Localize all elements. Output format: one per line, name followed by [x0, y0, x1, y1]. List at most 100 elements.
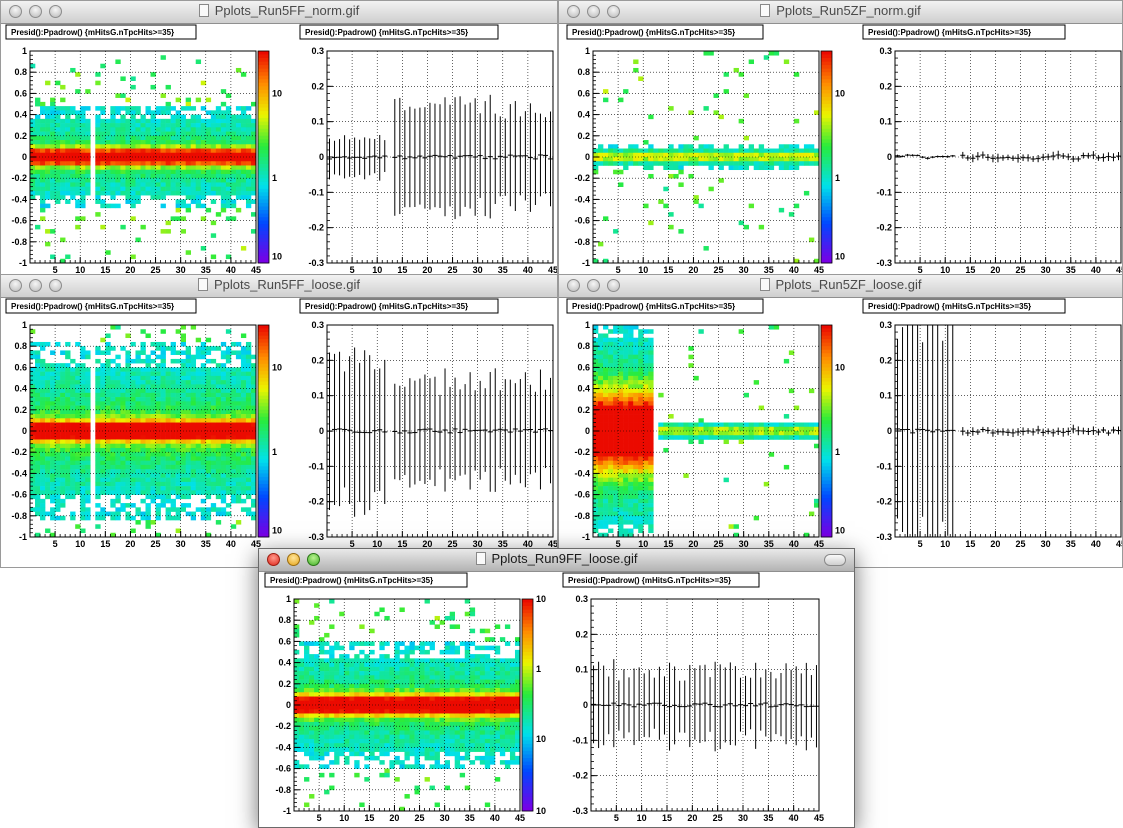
heatmap-cell	[668, 174, 673, 179]
heatmap-cell	[75, 410, 80, 415]
heatmap-cell	[75, 397, 80, 402]
heatmap-cell	[75, 89, 80, 94]
heatmap-cell	[201, 499, 206, 504]
title-bar[interactable]: Pplots_Run5ZF_norm.gif	[559, 1, 1122, 24]
title-bar[interactable]: Pplots_Run5FF_norm.gif	[1, 1, 557, 24]
heatmap-cell	[135, 520, 140, 525]
palette-swatch	[821, 189, 832, 193]
heatmap-cell	[633, 423, 638, 428]
heatmap-cell	[603, 465, 608, 470]
heatmap-cell	[110, 435, 115, 440]
heatmap-cell	[45, 410, 50, 415]
heatmap-cell	[95, 482, 100, 487]
heatmap-cell	[221, 393, 226, 398]
heatmap-cell	[668, 423, 673, 428]
heatmap-cell	[241, 149, 246, 154]
heatmap-cell	[638, 149, 643, 154]
heatmap-cell	[246, 376, 251, 381]
palette-swatch	[258, 210, 269, 214]
heatmap-cell	[146, 401, 151, 406]
palette-swatch	[258, 382, 269, 386]
heatmap-cell	[226, 452, 231, 457]
title-bar[interactable]: Pplots_Run5ZF_loose.gif	[559, 275, 1122, 298]
heatmap-cell	[598, 520, 603, 525]
heatmap-cell	[65, 444, 70, 449]
heatmap-cell	[125, 444, 130, 449]
heatmap-cell	[105, 132, 110, 137]
heatmap-cell	[181, 342, 186, 347]
heatmap-cell	[196, 473, 201, 478]
heatmap-cell	[130, 414, 135, 419]
title-bar[interactable]: Pplots_Run5FF_loose.gif	[1, 275, 557, 298]
heatmap-cell	[85, 161, 90, 166]
heatmap-cell	[40, 123, 45, 128]
heatmap-cell	[120, 161, 125, 166]
heatmap-cell	[125, 153, 130, 158]
palette-swatch	[821, 161, 832, 165]
heatmap-cell	[221, 469, 226, 474]
heatmap-cell	[140, 473, 145, 478]
heatmap-cell	[603, 161, 608, 166]
heatmap-cell	[608, 499, 613, 504]
heatmap-cell	[125, 495, 130, 500]
heatmap-cell	[221, 473, 226, 478]
heatmap-cell	[110, 444, 115, 449]
heatmap-cell	[75, 406, 80, 411]
heatmap-cell	[618, 520, 623, 525]
heatmap-cell	[65, 401, 70, 406]
heatmap-cell	[703, 144, 708, 149]
heatmap-cell	[100, 187, 105, 192]
heatmap-cell	[623, 384, 628, 389]
heatmap-cell	[221, 110, 226, 115]
heatmap-cell	[226, 418, 231, 423]
window-title: Pplots_Run5ZF_loose.gif	[776, 277, 922, 292]
heatmap-cell	[613, 149, 618, 154]
heatmap-cell	[95, 401, 100, 406]
palette-swatch	[258, 224, 269, 228]
heatmap-cell	[794, 204, 799, 209]
heatmap-cell	[196, 439, 201, 444]
heatmap-cell	[211, 165, 216, 170]
heatmap-cell	[186, 98, 191, 103]
heatmap-cell	[140, 182, 145, 187]
heatmap-cell	[623, 338, 628, 343]
heatmap-cell	[246, 486, 251, 491]
heatmap-cell	[176, 465, 181, 470]
heatmap-cell	[236, 431, 241, 436]
heatmap-cell	[156, 106, 161, 111]
heatmap-cell	[201, 423, 206, 428]
heatmap-cell	[75, 380, 80, 385]
heatmap-cell	[216, 157, 221, 162]
heatmap-cell	[809, 238, 814, 243]
heatmap-cell	[598, 524, 603, 529]
heatmap-cell	[628, 410, 633, 415]
heatmap-cell	[633, 393, 638, 398]
heatmap-cell	[784, 153, 789, 158]
plot-canvas: Presid():Ppadrow() {mHitsG.nTpcHits>=35}…	[1, 23, 558, 276]
heatmap-cell	[166, 512, 171, 517]
heatmap-cell	[216, 444, 221, 449]
heatmap-cell	[236, 127, 241, 132]
heatmap-cell	[663, 427, 668, 432]
heatmap-cell	[40, 439, 45, 444]
heatmap-cell	[698, 149, 703, 154]
heatmap-cell	[246, 431, 251, 436]
heatmap-cell	[206, 132, 211, 137]
heatmap-cell	[206, 110, 211, 115]
heatmap-cell	[125, 359, 130, 364]
heatmap-cell	[648, 478, 653, 483]
heatmap-cell	[125, 98, 130, 103]
heatmap-cell	[598, 499, 603, 504]
heatmap-cell	[50, 478, 55, 483]
heatmap-cell	[146, 482, 151, 487]
heatmap-cell	[241, 473, 246, 478]
heatmap-cell	[201, 461, 206, 466]
heatmap-cell	[115, 178, 120, 183]
heatmap-cell	[744, 225, 749, 230]
heatmap-cell	[754, 431, 759, 436]
heatmap-cell	[618, 499, 623, 504]
heatmap-cell	[196, 507, 201, 512]
heatmap-cell	[769, 431, 774, 436]
heatmap-cell	[95, 376, 100, 381]
heatmap-cell	[794, 406, 799, 411]
